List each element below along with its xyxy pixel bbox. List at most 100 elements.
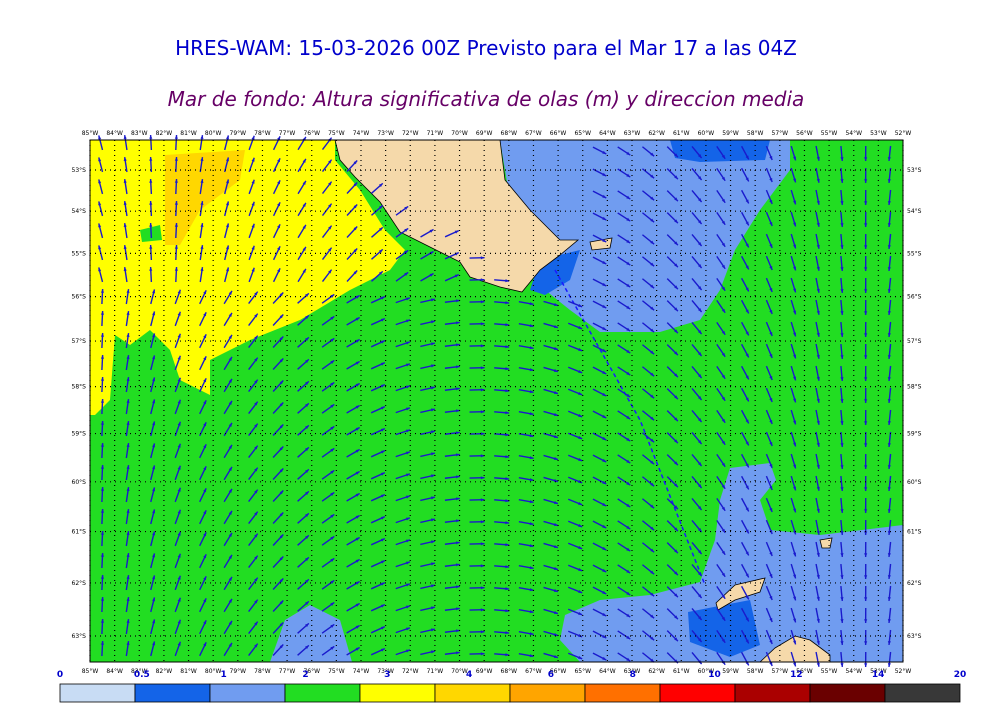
- arrow-head: [602, 194, 607, 198]
- colorbar-label: 0: [57, 670, 63, 680]
- arrow-head: [769, 640, 773, 645]
- arrow-head: [203, 620, 207, 625]
- arrow-head: [864, 509, 868, 513]
- arrow-head: [152, 619, 156, 624]
- lon-label-bottom: 69°W: [476, 668, 493, 675]
- arrow-head: [745, 243, 749, 248]
- arrow-head: [328, 225, 332, 230]
- arrow-head: [602, 590, 607, 594]
- arrow-head: [480, 344, 485, 348]
- arrow-head: [254, 357, 258, 362]
- arrow-head: [650, 504, 655, 509]
- land-shetland: [715, 577, 766, 611]
- lon-label-bottom: 64°W: [599, 668, 616, 675]
- arrow-head: [505, 521, 510, 525]
- arrow-head: [302, 180, 306, 185]
- arrow-head: [840, 333, 844, 337]
- arrow-head: [864, 311, 868, 315]
- arrow-head: [721, 506, 726, 511]
- arrow-head: [378, 227, 383, 232]
- arrow-head: [378, 249, 383, 254]
- arrow-head: [330, 492, 335, 496]
- arrow-head: [404, 228, 409, 232]
- arrow-head: [100, 487, 105, 491]
- arrow-head: [745, 419, 749, 424]
- arrow-head: [505, 587, 510, 591]
- arrow-head: [378, 205, 383, 210]
- arrow-head: [480, 652, 485, 656]
- area-orange: [165, 150, 245, 245]
- arrow-head: [177, 531, 181, 536]
- arrow-head: [578, 655, 583, 659]
- colorbar-label: 8: [630, 670, 636, 680]
- arrow-head: [840, 465, 844, 469]
- arrow-head: [254, 577, 258, 582]
- arrow-head: [626, 547, 631, 552]
- arrow-head: [203, 598, 207, 603]
- colorbar-label: 2: [302, 670, 308, 680]
- arrow-head: [793, 574, 797, 579]
- colorbar-box: [359, 683, 436, 703]
- arrow-head: [254, 555, 258, 560]
- arrow-head: [203, 554, 207, 559]
- arrow-head: [431, 584, 435, 588]
- arrow-head: [305, 557, 309, 562]
- arrow-head: [225, 179, 229, 184]
- arrow-head: [353, 270, 358, 275]
- arrow-head: [698, 572, 702, 576]
- arrow-head: [123, 267, 127, 272]
- arrow-head: [887, 245, 891, 249]
- arrow-head: [302, 202, 306, 207]
- lat-label-left: 58°S: [72, 384, 87, 391]
- colorbar-label: 3: [384, 670, 390, 680]
- arrow-head: [793, 508, 797, 513]
- arrow-head: [429, 229, 434, 233]
- arrow-head: [225, 157, 229, 162]
- arrow-head: [355, 603, 360, 607]
- arrow-head: [277, 246, 281, 251]
- arrow-head: [602, 612, 607, 616]
- arrow-head: [674, 153, 678, 158]
- arrow-head: [353, 248, 358, 253]
- arrow-head: [355, 317, 360, 321]
- arrow-head: [864, 663, 868, 667]
- lon-label-top: 81°W: [180, 130, 197, 137]
- arrow-head: [529, 478, 534, 482]
- arrow-head: [721, 550, 726, 555]
- lat-label-right: 54°S: [907, 208, 922, 215]
- arrow-head: [650, 372, 655, 377]
- arrow-head: [380, 296, 385, 300]
- arrow-head: [840, 443, 844, 447]
- arrow-head: [126, 575, 130, 580]
- arrow-head: [698, 352, 702, 356]
- arrow-head: [203, 488, 207, 493]
- arrow-head: [305, 447, 309, 452]
- arrow-head: [674, 593, 678, 598]
- arrow-head: [305, 293, 309, 298]
- arrow-head: [100, 443, 105, 447]
- arrow-head: [626, 305, 631, 310]
- arrow-head: [152, 487, 156, 492]
- arrow-head: [816, 552, 820, 557]
- arrow-head: [405, 495, 410, 499]
- arrow-head: [840, 509, 844, 513]
- arrow-head: [864, 223, 868, 227]
- arrow-head: [674, 505, 678, 510]
- lon-label-bottom: 55°W: [821, 668, 838, 675]
- arrow-head: [126, 443, 130, 448]
- arrow-head: [887, 179, 891, 183]
- arrow-head: [650, 394, 655, 399]
- arrow-head: [100, 641, 105, 645]
- arrow-head: [626, 415, 631, 420]
- arrow-head: [864, 443, 868, 447]
- arrow-head: [305, 601, 309, 606]
- arrow-head: [431, 452, 435, 456]
- arrow-head: [721, 374, 726, 379]
- arrow-head: [177, 443, 181, 448]
- lon-label-bottom: 62°W: [648, 668, 665, 675]
- lon-label-top: 72°W: [402, 130, 419, 137]
- arrow-head: [277, 202, 281, 207]
- arrow-head: [126, 421, 130, 426]
- lon-label-top: 56°W: [796, 130, 813, 137]
- lon-label-bottom: 72°W: [402, 668, 419, 675]
